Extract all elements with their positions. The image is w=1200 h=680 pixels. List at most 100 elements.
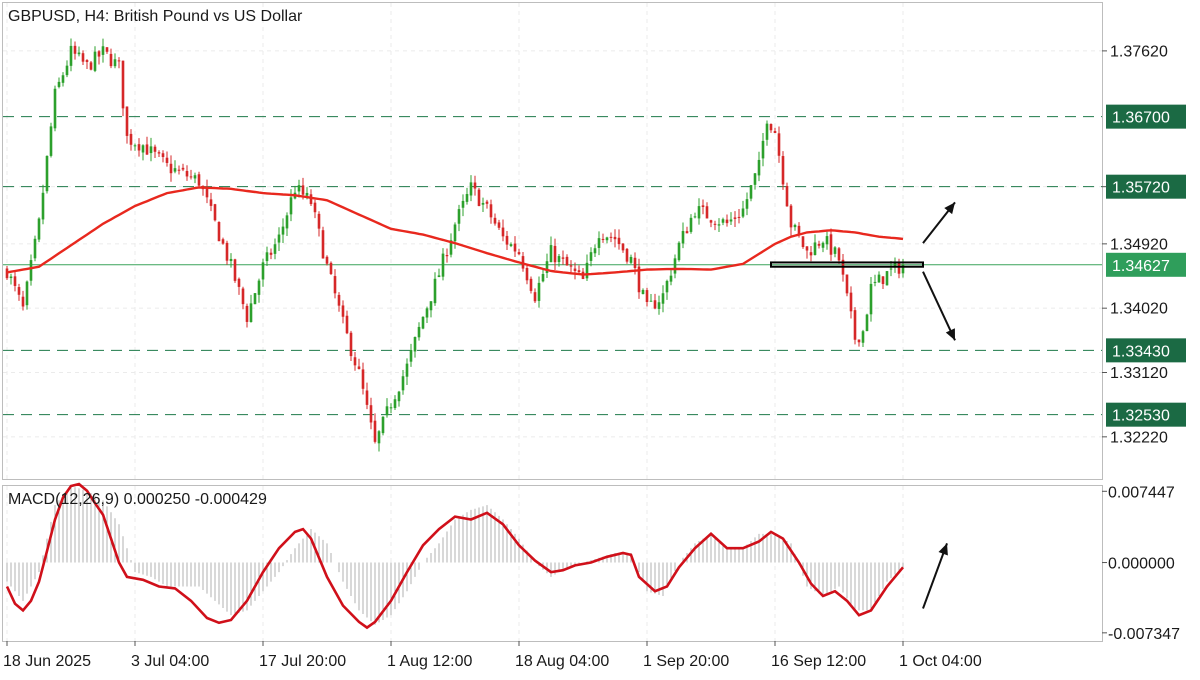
candle-body (473, 182, 477, 189)
candle-body (837, 248, 841, 261)
candle-body (285, 215, 289, 229)
candle (181, 163, 185, 172)
candle (265, 246, 269, 266)
candle-body (873, 281, 877, 283)
candle (105, 47, 109, 54)
candle (53, 85, 57, 132)
macd-bullish-arrow-head (938, 543, 948, 556)
candle (741, 200, 745, 219)
candle (513, 236, 517, 258)
candle-body (765, 123, 769, 140)
candle-body (73, 45, 77, 54)
candle (165, 151, 169, 167)
candle-body (753, 173, 757, 185)
candle (101, 38, 105, 63)
candle (709, 219, 713, 228)
price-axis: 1.37620 1.35720 1.34920 1.34020 1.33120 1.322… (1102, 43, 1186, 446)
candle (689, 214, 693, 234)
candle (801, 236, 805, 249)
bearish-arrow-shaft (922, 271, 956, 341)
candle (237, 277, 241, 295)
candle-body (637, 266, 641, 293)
candle (869, 276, 873, 322)
candle (329, 261, 333, 275)
bullish-arrow-head (944, 202, 955, 215)
candle-body (725, 219, 729, 224)
candle (893, 257, 897, 273)
candle (573, 262, 577, 280)
candle-body (829, 234, 833, 255)
candle (889, 260, 893, 277)
candle-body (253, 293, 257, 305)
candle (701, 199, 705, 215)
candle (805, 246, 809, 259)
candle-body (381, 416, 385, 434)
candle (77, 46, 81, 57)
candle (477, 187, 481, 207)
candle-body (761, 140, 765, 159)
candle-body (405, 363, 409, 377)
candle-body (137, 144, 141, 151)
candle (865, 313, 869, 332)
candle (217, 221, 221, 242)
candle (601, 233, 605, 243)
candle-body (165, 157, 169, 163)
candle-body (649, 300, 653, 302)
candle (861, 329, 865, 348)
time-tick-label: 1 Aug 12:00 (387, 653, 473, 670)
candle (877, 271, 881, 283)
candle-body (349, 332, 353, 357)
candle-body (309, 194, 313, 205)
candle-body (229, 258, 233, 262)
candle (41, 184, 45, 225)
candle-body (65, 65, 69, 76)
candle (485, 199, 489, 209)
candle (437, 268, 441, 278)
candle-body (281, 226, 285, 235)
candle-body (545, 261, 549, 273)
level-label: 1.32530 (1112, 408, 1170, 425)
candle-body (597, 238, 601, 248)
candle (825, 231, 829, 250)
candle-body (345, 315, 349, 334)
candle-body (101, 46, 105, 55)
candle-body (45, 155, 49, 192)
candle-body (433, 278, 437, 304)
level-label: 1.33430 (1112, 343, 1170, 360)
candle-body (577, 270, 581, 273)
candle-body (13, 276, 17, 286)
candle-body (689, 217, 693, 232)
macd-title: MACD(12,26,9) 0.000250 -0.000429 (8, 491, 267, 508)
candle-body (277, 234, 281, 243)
candle-body (97, 51, 101, 57)
candle-body (477, 189, 481, 207)
candle-body (133, 145, 137, 147)
candle-body (625, 248, 629, 262)
macd-histogram (6, 486, 904, 625)
macd-tick-label: 0.007447 (1108, 484, 1175, 501)
candle (597, 231, 601, 256)
candle (657, 295, 661, 315)
candle (425, 306, 429, 324)
candle (209, 192, 213, 212)
candle-body (49, 126, 53, 156)
candle (621, 243, 625, 253)
candle (341, 300, 345, 324)
candle (177, 165, 181, 175)
candle-body (149, 146, 153, 154)
candle (153, 144, 157, 159)
candle-body (117, 60, 121, 62)
candle-body (121, 60, 125, 109)
candle-body (457, 209, 461, 224)
candle (829, 228, 833, 261)
candle-body (141, 145, 145, 153)
candle (769, 123, 773, 133)
macd-bullish-arrow (922, 543, 948, 609)
candle-body (157, 152, 161, 154)
candle-body (441, 253, 445, 277)
price-tick-label: 1.37620 (1110, 43, 1168, 60)
candle (409, 343, 413, 367)
candle (229, 253, 233, 268)
candle-body (389, 407, 393, 409)
candle (565, 254, 569, 266)
